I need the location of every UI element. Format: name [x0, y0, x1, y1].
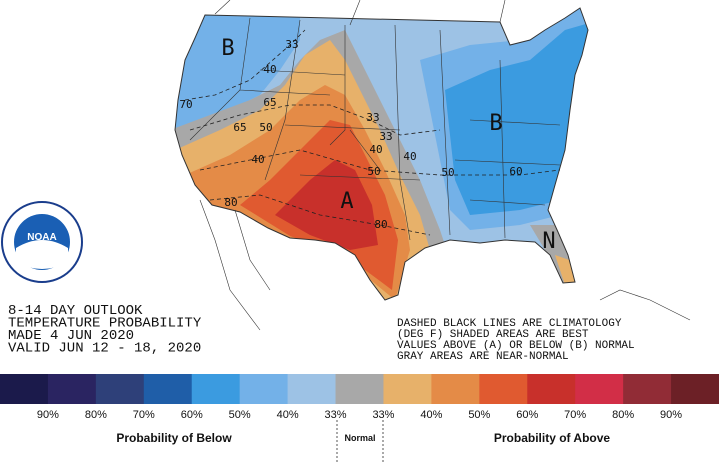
legend-swatch [431, 374, 480, 404]
info-line: 8-14 DAY OUTLOOK [8, 303, 143, 319]
legend-label: 60% [181, 409, 203, 421]
note-line: GRAY AREAS ARE NEAR-NORMAL [397, 351, 569, 363]
noaa-logo: NOAA [1, 201, 83, 283]
legend-swatch [47, 374, 97, 404]
legend-swatch [527, 374, 576, 404]
above-caption: Probability of Above [494, 431, 611, 445]
contour-label: 65 [263, 96, 276, 109]
legend-swatch [479, 374, 528, 404]
note-line: VALUES ABOVE (A) OR BELOW (B) NORMAL [397, 340, 635, 352]
legend-swatch [623, 374, 672, 404]
legend-label: 80% [85, 409, 107, 421]
contour-label: 65 [233, 121, 246, 134]
region-letter: B [221, 36, 234, 61]
logo-text: NOAA [27, 232, 56, 243]
contour-label: 33 [379, 130, 392, 143]
legend-swatch [143, 374, 193, 404]
contour-label: 40 [251, 153, 264, 166]
legend-label: 70% [133, 409, 155, 421]
legend-swatch [0, 374, 49, 404]
contour-label: 50 [367, 165, 380, 178]
contour-label: 80 [224, 196, 237, 209]
legend-label: 33% [372, 409, 394, 421]
legend-swatch [95, 374, 145, 404]
info-line: MADE 4 JUN 2020 [8, 328, 134, 344]
note-block: DASHED BLACK LINES ARE CLIMATOLOGY(DEG F… [397, 318, 635, 363]
contour-label: 40 [263, 63, 276, 76]
legend-label: 50% [229, 409, 251, 421]
legend-label: 33% [325, 409, 347, 421]
legend-label: 60% [516, 409, 538, 421]
note-line: DASHED BLACK LINES ARE CLIMATOLOGY [397, 318, 622, 330]
region-letter: N [542, 229, 555, 254]
note-line: (DEG F) SHADED AREAS ARE BEST [397, 329, 589, 341]
legend-swatch [191, 374, 241, 404]
legend: 90% 80% 70% 60% 50% 40% 33% 33% 40% 50% 60% 70% 80% 9… [0, 374, 719, 421]
legend-swatch [239, 374, 289, 404]
legend-swatch [335, 374, 384, 404]
contour-label: 33 [366, 111, 379, 124]
contour-label: 40 [369, 143, 382, 156]
info-line: VALID JUN 12 - 18, 2020 [8, 341, 201, 357]
region-letter: B [489, 111, 502, 136]
climatology-lines [184, 29, 561, 236]
region-letter: A [340, 189, 353, 214]
legend-swatch [383, 374, 432, 404]
legend-label: 50% [468, 409, 490, 421]
legend-label: 90% [37, 409, 59, 421]
legend-label: 90% [660, 409, 682, 421]
contour-label: 60 [509, 165, 522, 178]
normal-caption: Normal [344, 433, 375, 443]
legend-label: 70% [564, 409, 586, 421]
state-borders [174, 0, 691, 331]
contour-label: 80 [374, 218, 387, 231]
below-caption: Probability of Below [116, 431, 232, 445]
legend-label: 80% [612, 409, 634, 421]
contour-label: 50 [441, 166, 454, 179]
info-line: TEMPERATURE PROBABILITY [8, 316, 202, 332]
legend-label: 40% [277, 409, 299, 421]
contour-label: 50 [259, 121, 272, 134]
contour-label: 40 [403, 150, 416, 163]
legend-swatch [287, 374, 337, 404]
legend-swatch [575, 374, 624, 404]
contour-label: 70 [179, 98, 192, 111]
legend-label: 40% [420, 409, 442, 421]
legend-swatch [671, 374, 719, 404]
contour-label: 33 [285, 38, 298, 51]
